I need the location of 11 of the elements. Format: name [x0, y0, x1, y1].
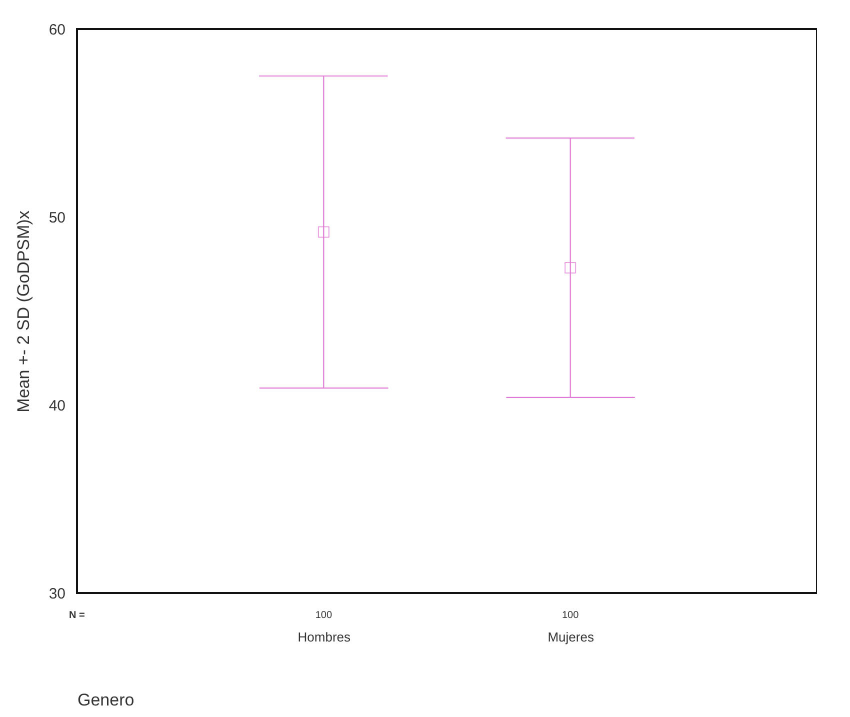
- x-tick-label: Hombres: [298, 630, 352, 644]
- y-tick-label: 40: [48, 398, 66, 414]
- y-axis-title: Mean +- 2 SD (GoDPSM)x: [14, 210, 33, 412]
- x-axis-title: Genero: [78, 690, 134, 710]
- y-tick-label: 60: [48, 22, 66, 38]
- y-tick-label: 30: [48, 586, 66, 602]
- y-tick-label: 50: [48, 210, 66, 226]
- text: 100: [315, 610, 332, 621]
- x-tick-label: Mujeres: [548, 630, 594, 644]
- text: N =: [69, 610, 85, 621]
- text: 100: [562, 610, 580, 621]
